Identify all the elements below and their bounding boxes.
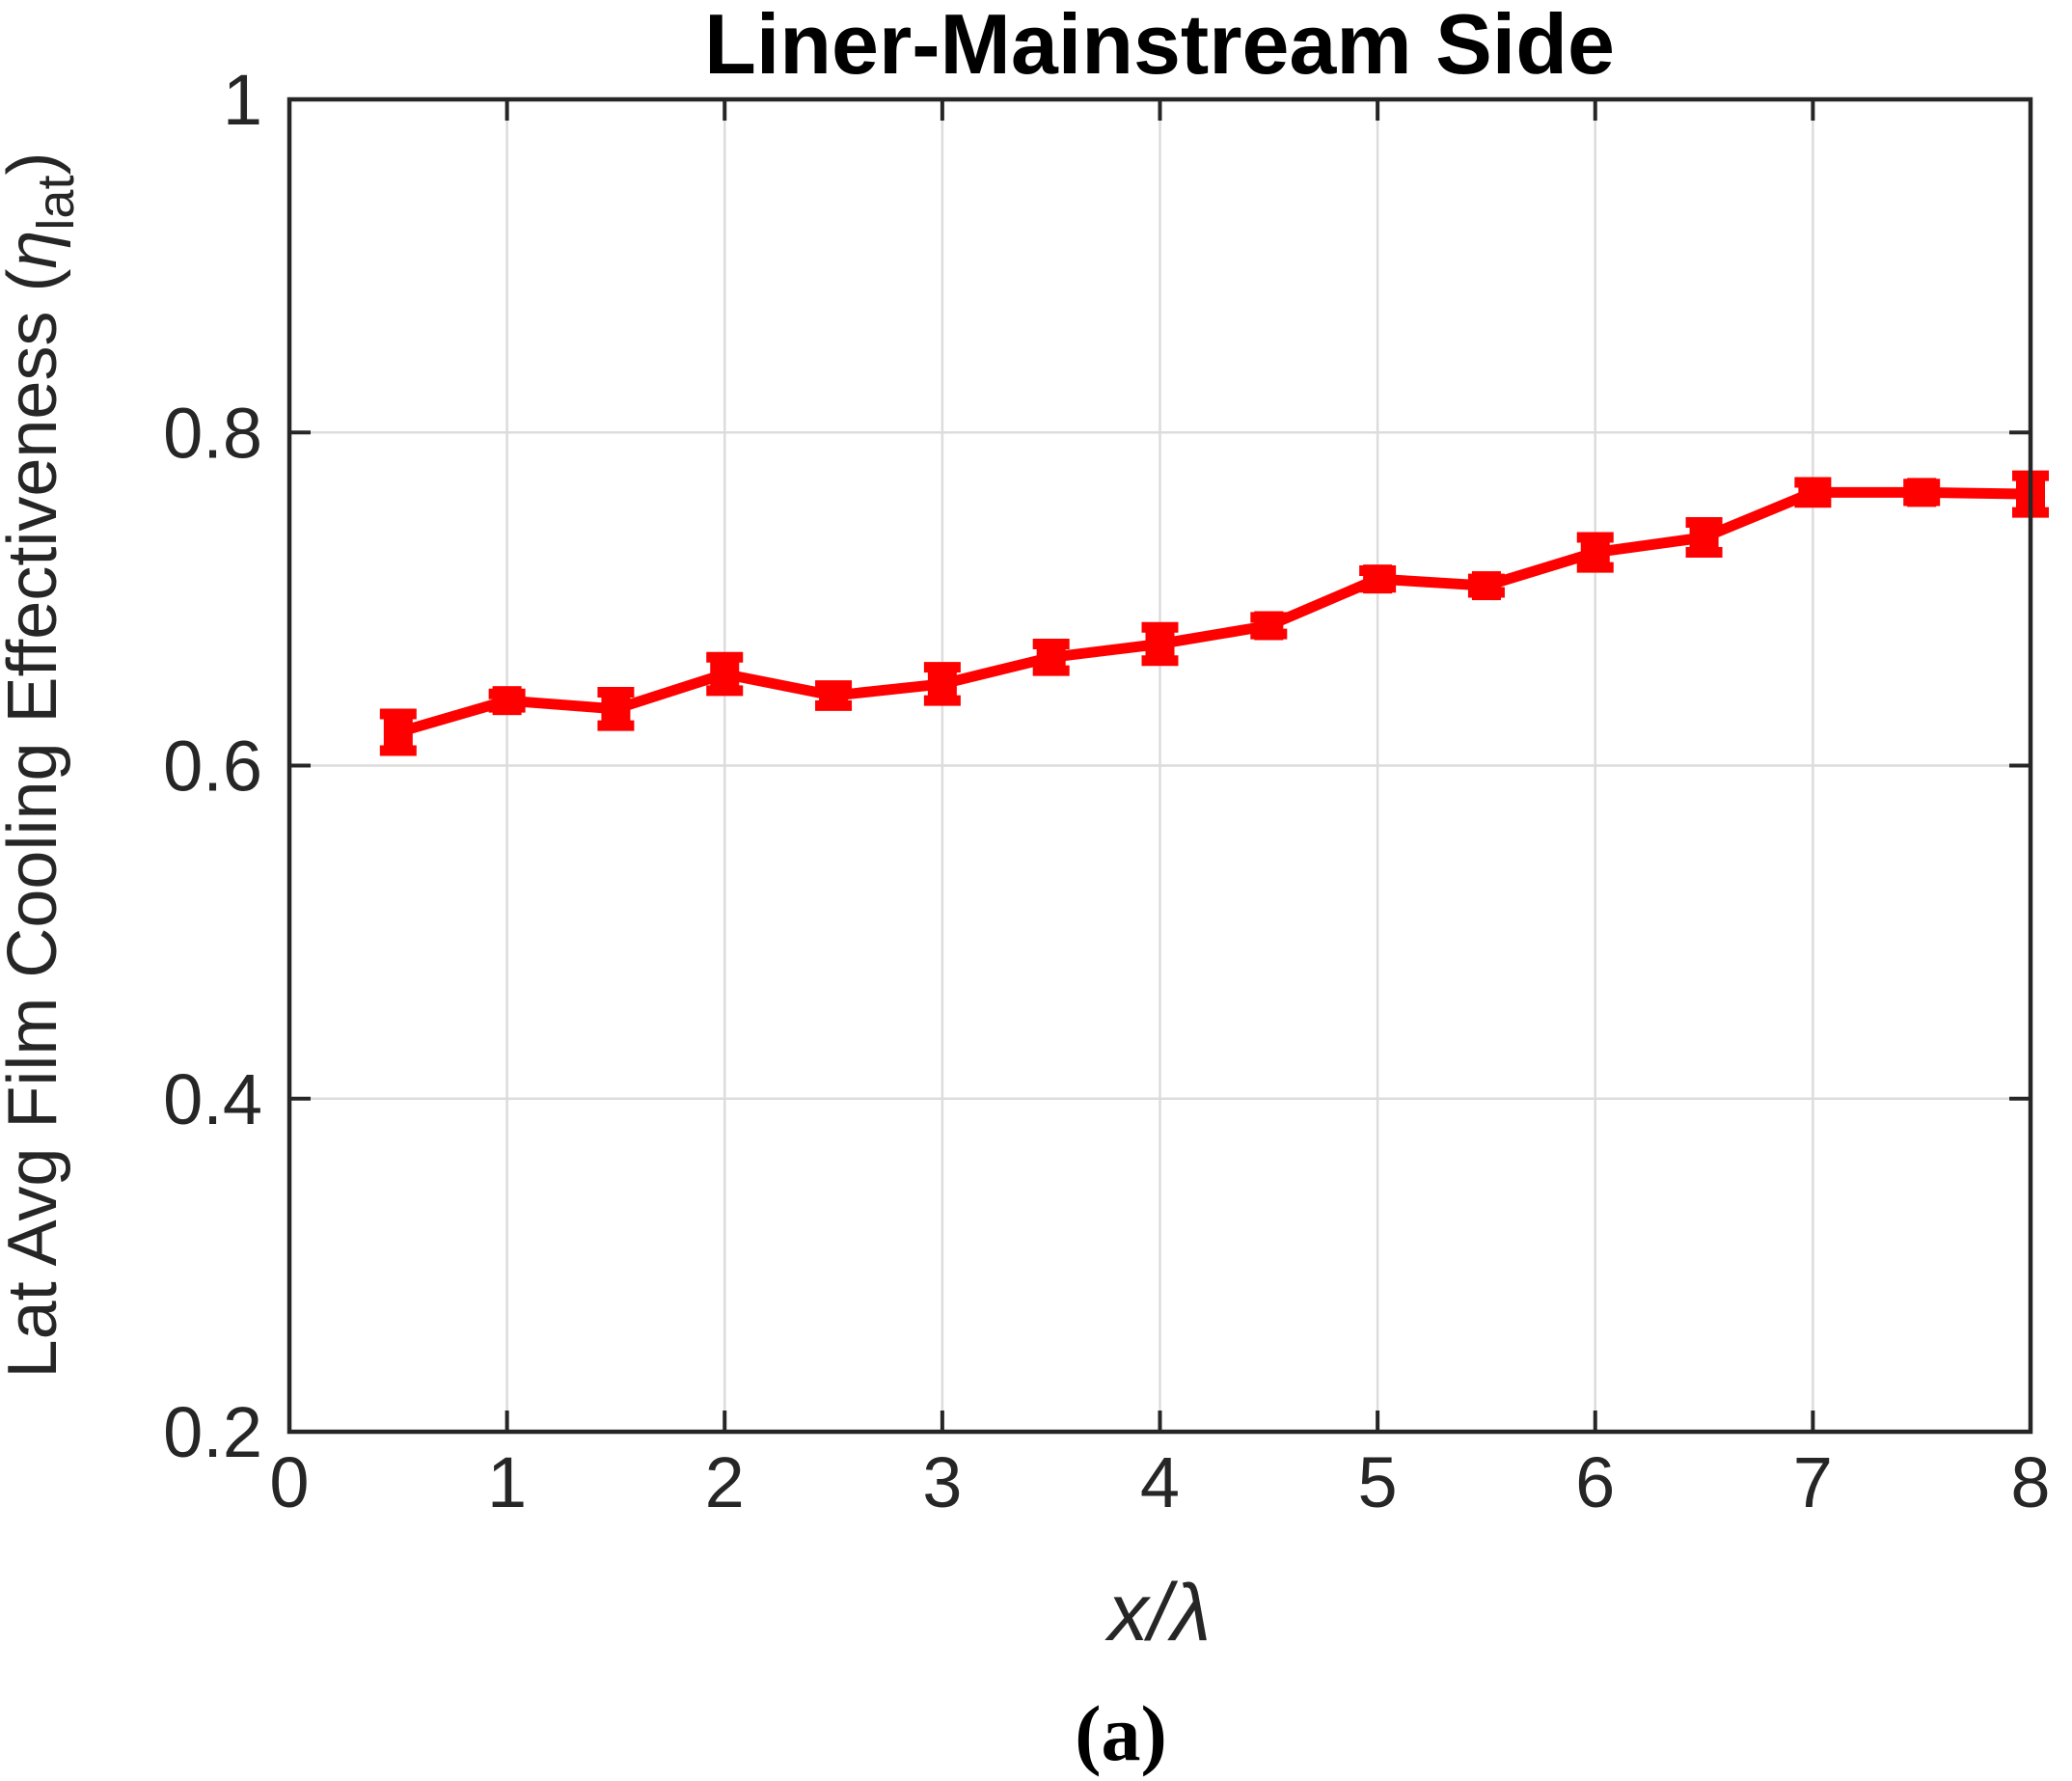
- x-tick-label: 8: [2010, 1442, 2050, 1522]
- y-axis-label-text: Lat Avg Film Cooling Effectiveness (: [0, 269, 71, 1379]
- data-point-marker: [383, 717, 413, 747]
- data-point-marker: [1798, 478, 1828, 507]
- chart-title: Liner-Mainstream Side: [704, 0, 1615, 92]
- lambda-symbol: λ: [1167, 1567, 1211, 1658]
- y-tick-label: 0.6: [163, 726, 262, 807]
- data-point-marker: [927, 669, 957, 699]
- x-tick-label: 6: [1575, 1442, 1615, 1522]
- axis-ticks: [287, 97, 2032, 1434]
- series-line: [396, 486, 2031, 738]
- data-point-marker: [1363, 564, 1393, 594]
- x-tick-label: 1: [487, 1442, 527, 1522]
- data-point-marker: [492, 686, 522, 716]
- data-point-marker: [1036, 643, 1066, 672]
- y-tick-label: 0.2: [163, 1392, 262, 1472]
- x-tick-label: 4: [1140, 1442, 1180, 1522]
- data-point-marker: [1145, 629, 1175, 659]
- data-point-marker: [1471, 571, 1501, 601]
- x-axis-label-prefix: x/: [1104, 1567, 1179, 1658]
- x-tick-label: 3: [922, 1442, 962, 1522]
- data-point-marker: [601, 694, 631, 724]
- x-tick-label: 2: [705, 1442, 745, 1522]
- y-axis-label: Lat Avg Film Cooling Effectiveness (ηlat…: [0, 152, 85, 1379]
- y-tick-label: 1: [223, 60, 262, 140]
- data-point-marker: [1254, 611, 1284, 641]
- data-point-marker: [1580, 537, 1610, 567]
- data-point-marker: [1907, 478, 1937, 507]
- x-tick-labels: 0 1 2 3 4 5 6 7 8: [269, 1442, 2050, 1522]
- grid-layer: [289, 99, 2031, 1432]
- y-tick-labels: 0.2 0.4 0.6 0.8 1: [163, 60, 262, 1472]
- data-point-marker: [1689, 523, 1719, 553]
- y-axis-label-suffix: ): [0, 152, 71, 176]
- data-point-marker: [710, 659, 740, 689]
- x-axis-label: x/λ: [1104, 1567, 1212, 1658]
- y-tick-label: 0.8: [163, 393, 262, 473]
- eta-subscript: lat: [27, 176, 85, 231]
- data-point-marker: [819, 680, 849, 710]
- x-tick-label: 0: [269, 1442, 309, 1522]
- x-tick-label: 7: [1793, 1442, 1833, 1522]
- figure-caption: (a): [1075, 1689, 1167, 1777]
- y-tick-label: 0.4: [163, 1059, 262, 1139]
- x-tick-label: 5: [1358, 1442, 1398, 1522]
- eta-symbol: η: [0, 231, 71, 269]
- data-series: [379, 470, 2049, 756]
